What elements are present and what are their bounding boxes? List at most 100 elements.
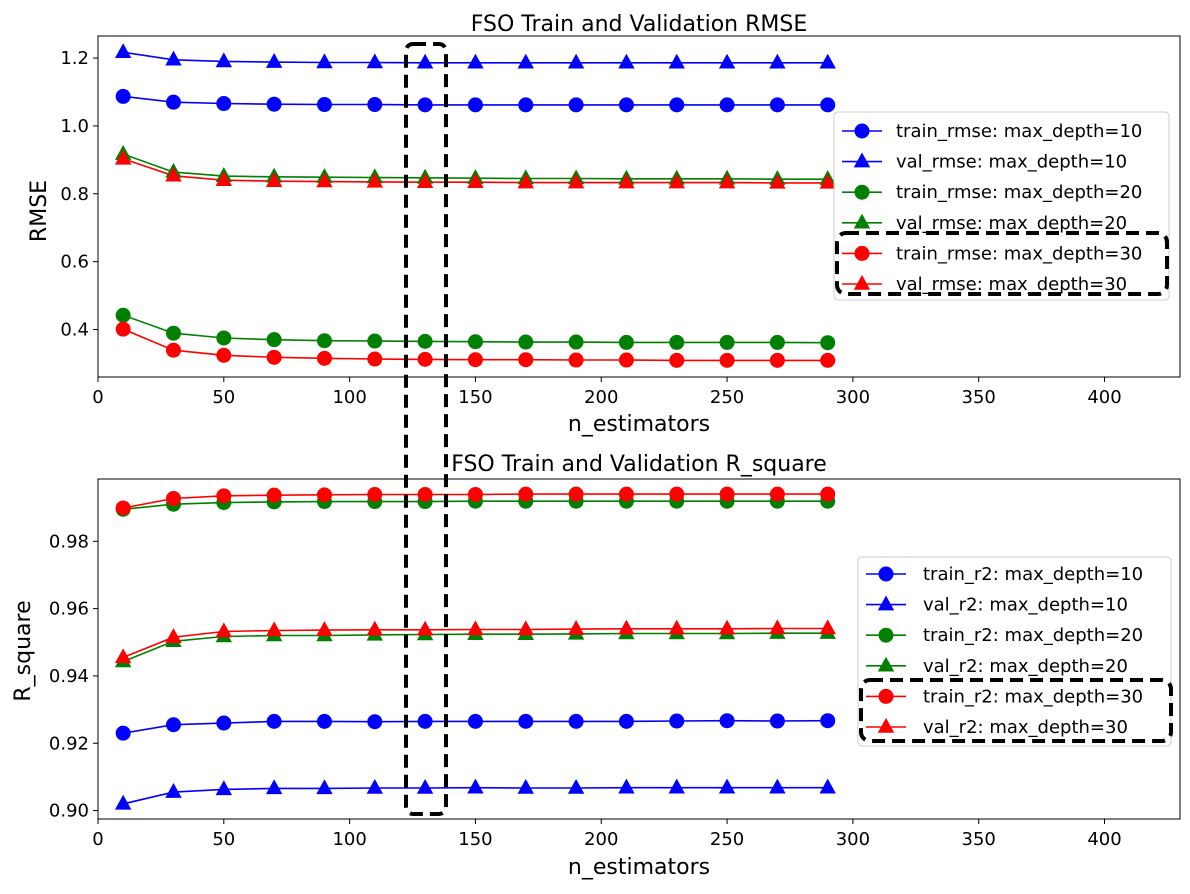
data-point (518, 352, 534, 368)
data-point (367, 333, 383, 349)
rsquare-plot-frame (97, 478, 1181, 820)
rsquare-series-markers (114, 486, 836, 810)
x-tick-label: 50 (212, 829, 235, 850)
legend-label: val_r2: max_depth=30 (923, 717, 1128, 738)
data-point (266, 349, 282, 365)
data-point (417, 713, 433, 729)
legend-label: val_rmse: max_depth=30 (896, 274, 1127, 295)
data-point (567, 620, 585, 635)
data-point (316, 779, 333, 795)
n-estimators-highlight-box (404, 42, 448, 816)
data-point (568, 713, 584, 729)
data-point (769, 778, 786, 794)
x-tick-label: 300 (836, 387, 870, 408)
x-tick-label: 200 (584, 829, 618, 850)
data-point (769, 619, 786, 635)
legend-marker (853, 213, 871, 229)
data-point (769, 53, 786, 69)
data-point (769, 97, 785, 113)
legend-box (833, 111, 1170, 301)
data-point (216, 347, 232, 363)
data-point (769, 713, 785, 729)
data-point (366, 53, 383, 69)
legend-marker (853, 274, 871, 290)
y-tick-label: 0.4 (60, 319, 89, 340)
data-point (718, 173, 736, 189)
x-tick-label: 0 (92, 387, 103, 408)
data-point (769, 486, 785, 502)
data-point (618, 713, 634, 729)
data-point (820, 486, 836, 502)
data-point (567, 173, 585, 189)
x-tick-label: 150 (458, 829, 492, 850)
rsquare-depth30-legend-highlight (859, 678, 1173, 743)
data-point (367, 486, 383, 502)
data-point (467, 352, 483, 368)
x-tick-label: 400 (1087, 829, 1121, 850)
data-point (316, 53, 333, 69)
legend-marker (877, 717, 895, 733)
data-point (669, 713, 685, 729)
data-point (668, 53, 685, 69)
data-point (668, 619, 685, 635)
x-tick-label: 50 (212, 387, 235, 408)
x-tick-label: 250 (710, 829, 744, 850)
data-point (618, 53, 635, 69)
data-point (718, 778, 736, 794)
data-point (467, 173, 484, 188)
legend-label: train_r2: max_depth=30 (923, 686, 1143, 707)
data-point (215, 622, 233, 638)
data-point (115, 88, 131, 104)
y-tick-label: 1.2 (60, 48, 89, 69)
data-point (769, 173, 786, 189)
y-tick-label: 0.98 (49, 531, 89, 552)
data-point (115, 725, 131, 741)
legend-marker (854, 245, 870, 261)
data-point (417, 351, 433, 367)
data-point (719, 713, 735, 729)
y-tick-label: 0.92 (49, 733, 89, 754)
rsquare-x-axis-label: n_estimators (568, 855, 710, 880)
data-point (769, 352, 785, 368)
data-point (618, 486, 634, 502)
data-point (618, 173, 635, 189)
y-tick-label: 0.90 (49, 801, 89, 822)
data-point (416, 778, 434, 794)
rmse-chart-title: FSO Train and Validation RMSE (471, 12, 807, 37)
legend-label: val_r2: max_depth=20 (923, 656, 1128, 677)
data-point (265, 53, 283, 68)
rmse-x-axis-label: n_estimators (568, 412, 710, 437)
data-point (367, 714, 383, 730)
rsquare-y-axis-label: R_square (11, 600, 36, 701)
rsquare-axis-ticks: 0 50 100 150 200 250 300 350 400 0.90 0.92 0.94 0.96… (49, 531, 1122, 850)
data-point (366, 172, 383, 188)
data-point (416, 173, 434, 188)
data-point (165, 342, 181, 358)
data-point (266, 487, 282, 503)
x-tick-label: 100 (332, 829, 366, 850)
x-tick-label: 100 (332, 387, 366, 408)
legend-marker (854, 123, 870, 139)
legend-label: val_rmse: max_depth=20 (896, 213, 1127, 234)
data-point (467, 620, 484, 636)
data-point (567, 778, 585, 794)
data-point (266, 96, 282, 112)
data-point (518, 713, 534, 729)
data-point (216, 330, 232, 346)
data-point (165, 628, 182, 643)
data-point (820, 713, 836, 729)
data-point (115, 500, 131, 516)
data-point (820, 97, 836, 113)
data-point (669, 352, 685, 368)
x-tick-label: 0 (92, 829, 103, 850)
data-point (517, 173, 534, 189)
data-point (618, 778, 635, 794)
x-tick-label: 350 (962, 387, 996, 408)
data-point (366, 620, 383, 636)
y-tick-label: 0.94 (49, 666, 89, 687)
legend-label: train_rmse: max_depth=20 (896, 182, 1142, 203)
data-point (215, 780, 233, 796)
data-point (216, 715, 232, 731)
x-tick-label: 350 (962, 829, 996, 850)
data-point (215, 171, 233, 186)
